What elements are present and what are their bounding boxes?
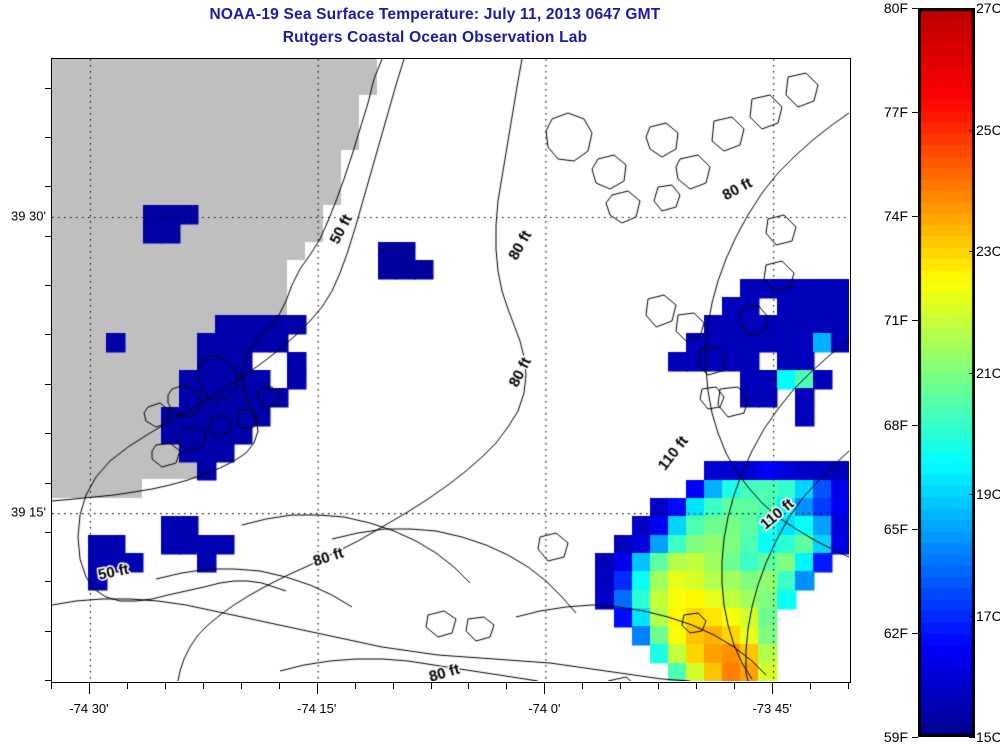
y-axis-tick <box>45 433 51 435</box>
y-axis-label: 39 30' <box>10 208 46 224</box>
x-axis-tick <box>506 683 508 689</box>
y-axis-tick <box>45 383 51 385</box>
colorbar-tick-celsius <box>969 372 975 374</box>
sst-map-canvas <box>52 59 849 681</box>
page-subtitle: Rutgers Coastal Ocean Observation Lab <box>282 29 588 46</box>
colorbar-label-celsius: 23C <box>976 243 1000 259</box>
colorbar-tick-fahrenheit <box>912 216 918 218</box>
x-axis-tick <box>810 683 812 689</box>
y-axis-tick <box>45 482 51 484</box>
x-axis-label: -74 15' <box>297 701 337 716</box>
colorbar-label-fahrenheit: 71F <box>883 312 908 329</box>
page-title: NOAA-19 Sea Surface Temperature: July 11… <box>209 6 661 23</box>
colorbar-tick-celsius <box>969 615 975 617</box>
y-axis-tick <box>45 531 51 533</box>
x-axis-tick <box>772 683 774 694</box>
colorbar-label-fahrenheit: 80F <box>883 0 908 16</box>
x-axis-tick <box>582 683 584 689</box>
x-axis-tick <box>848 683 849 689</box>
colorbar-label-celsius: 27C <box>976 0 1000 16</box>
colorbar-tick-fahrenheit <box>912 320 918 322</box>
x-axis-label: -74 0' <box>528 701 561 716</box>
x-axis-tick <box>392 683 394 689</box>
y-axis-tick <box>45 186 51 188</box>
colorbar[interactable] <box>918 8 975 737</box>
x-axis-tick <box>51 683 52 689</box>
colorbar-label-celsius: 21C <box>976 364 1000 381</box>
x-axis-tick <box>202 683 204 689</box>
colorbar-label-fahrenheit: 68F <box>883 416 908 433</box>
colorbar-tick-celsius <box>969 251 975 252</box>
colorbar-label-fahrenheit: 62F <box>883 624 908 641</box>
colorbar-tick-fahrenheit <box>912 528 918 530</box>
x-axis-tick <box>620 683 622 689</box>
sst-map[interactable] <box>51 58 851 683</box>
x-axis-tick <box>696 683 698 689</box>
colorbar-label-celsius: 17C <box>976 607 1000 624</box>
x-axis-tick <box>658 683 660 689</box>
colorbar-label-celsius: 15C <box>976 729 1000 745</box>
x-axis-tick <box>164 683 166 689</box>
x-axis-tick <box>430 683 432 689</box>
y-axis-tick <box>45 581 51 583</box>
colorbar-label-fahrenheit: 59F <box>883 729 908 745</box>
x-axis-tick <box>468 683 470 689</box>
x-axis-tick <box>316 683 318 694</box>
x-axis-tick <box>126 683 128 689</box>
colorbar-label-fahrenheit: 74F <box>883 208 908 225</box>
y-axis-tick <box>45 630 51 632</box>
colorbar-tick-celsius <box>969 129 975 131</box>
colorbar-tick-fahrenheit <box>912 632 918 634</box>
colorbar-tick-fahrenheit <box>912 8 918 9</box>
y-axis-tick <box>45 334 51 336</box>
colorbar-tick-celsius <box>969 494 975 495</box>
title-block: NOAA-19 Sea Surface Temperature: July 11… <box>0 0 870 49</box>
y-axis-tick <box>45 136 51 138</box>
colorbar-tick-fahrenheit <box>912 424 918 426</box>
colorbar-tick-fahrenheit <box>912 112 918 114</box>
x-axis-tick <box>734 683 736 689</box>
y-axis-tick <box>45 235 51 237</box>
y-axis-tick <box>45 285 51 287</box>
x-axis-tick <box>88 683 90 694</box>
x-axis-tick <box>544 683 546 694</box>
colorbar-label-fahrenheit: 65F <box>883 520 908 537</box>
colorbar-gradient <box>918 8 975 737</box>
x-axis-tick <box>240 683 242 689</box>
x-axis-label: -73 45' <box>752 701 792 716</box>
colorbar-label-fahrenheit: 77F <box>883 104 908 121</box>
colorbar-label-celsius: 25C <box>976 121 1000 138</box>
y-axis-label: 39 15' <box>10 504 46 520</box>
y-axis-tick <box>45 87 51 89</box>
y-axis-tick <box>45 680 51 681</box>
colorbar-label-celsius: 19C <box>976 486 1000 502</box>
x-axis-tick <box>354 683 356 689</box>
x-axis-label: -74 30' <box>69 701 109 716</box>
colorbar-tick-celsius <box>969 737 975 738</box>
x-axis-tick <box>278 683 280 689</box>
colorbar-tick-celsius <box>969 8 975 9</box>
colorbar-tick-fahrenheit <box>912 737 918 738</box>
